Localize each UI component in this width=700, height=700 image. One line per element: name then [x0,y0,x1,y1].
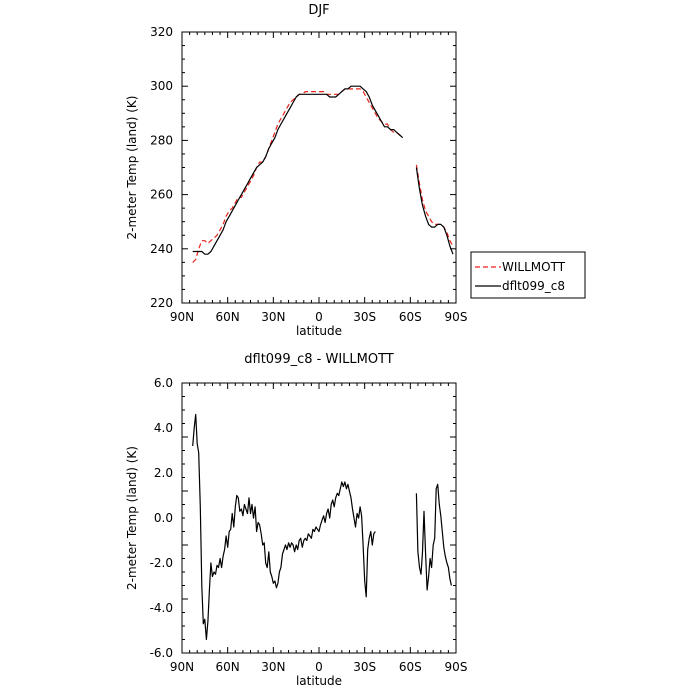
legend-box [470,251,586,299]
plot-frame [181,382,457,654]
x-axis-label: latitude [296,674,342,688]
chart-title: DJF [308,3,329,18]
plot-frame [181,31,457,304]
legend-label: WILLMOTT [502,260,566,274]
x-tick-label: 0 [315,660,323,674]
y-tick-label: 0.0 [154,511,173,525]
y-tick-label: 320 [150,25,173,39]
y-axis-label: 2-meter Temp (land) (K) [125,96,139,240]
y-tick-label: 260 [150,188,173,202]
x-tick-label: 0 [315,310,323,324]
x-tick-label: 60N [216,310,240,324]
y-tick-label: 240 [150,242,173,256]
top-chart-panel: 90N 60N 30N 0 30S 60S 90S 220 240 260 280 300 320 DJF… [125,3,586,338]
x-tick-label: 90N [170,660,194,674]
chart-title: dflt099_c8 - WILLMOTT [244,352,394,367]
y-tick-label: -6.0 [150,646,173,660]
y-tick-label: -2.0 [150,556,173,570]
x-tick-label: 90S [445,660,468,674]
x-tick-label: 30N [261,660,285,674]
x-tick-label: 60S [399,310,422,324]
series-line-difference-segment-1 [415,483,452,591]
x-tick-label: 90N [170,310,194,324]
y-tick-label: 220 [150,296,173,310]
legend-label: dflt099_c8 [502,279,565,293]
y-tick-label: 4.0 [154,421,173,435]
x-tick-label: 30N [261,310,285,324]
series-line-willmott-segment-1 [415,164,454,247]
y-tick-label: -4.0 [150,601,173,615]
y-tick-label: 300 [150,79,173,93]
x-axis-label: latitude [296,324,342,338]
x-tick-label: 30S [353,310,376,324]
y-tick-label: 6.0 [154,376,173,390]
x-tick-label: 90S [445,310,468,324]
bottom-chart-panel: 90N 60N 30N 0 30S 60S 90S -6.0 -4.0 -2.0 0.0 2.0 4.0… [125,352,467,688]
x-tick-label: 60N [216,660,240,674]
y-axis-label: 2-meter Temp (land) (K) [125,446,139,590]
y-tick-label: 2.0 [154,466,173,480]
series-line-dflt099-c8-segment-1 [415,167,454,255]
series-line-dflt099-c8-segment-0 [192,85,404,255]
series-line-willmott-segment-0 [192,88,404,263]
x-tick-label: 30S [353,660,376,674]
y-tick-label: 280 [150,133,173,147]
series-line-difference-segment-0 [192,413,376,641]
x-tick-label: 60S [399,660,422,674]
